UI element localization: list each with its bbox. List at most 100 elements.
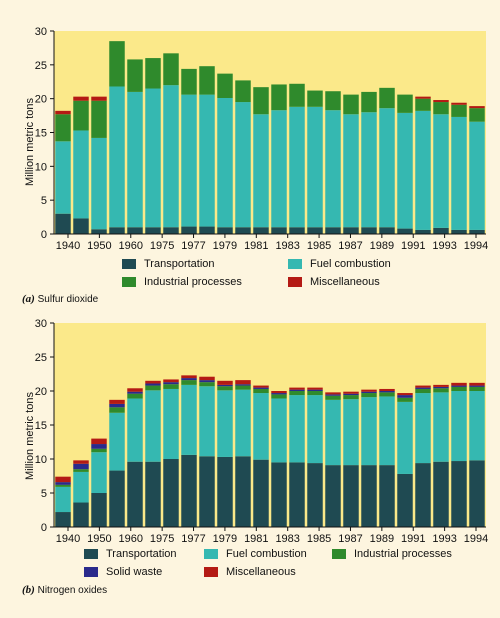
x-tick-label: 1991 (401, 240, 425, 252)
x-tick-label: 1981 (244, 240, 268, 252)
legend-item-fuel-combustion: Fuel combustion (288, 258, 391, 270)
bar-segment-industrial-processes-1991 (415, 388, 431, 394)
bar-segment-miscellaneous-1987 (343, 391, 359, 394)
bar-segment-transportation-1960 (91, 493, 107, 527)
bar-segment-miscellaneous-1993 (451, 102, 467, 105)
bar-segment-industrial-processes-1982 (253, 87, 269, 115)
bar-segment-industrial-processes-1993 (451, 386, 467, 391)
bar-segment-solid-waste-1992 (433, 386, 449, 389)
bar-segment-fuel-combustion-1982 (253, 393, 269, 460)
bar-segment-fuel-combustion-1993 (451, 116, 467, 230)
bar-segment-miscellaneous-1960 (91, 438, 107, 445)
bar-segment-miscellaneous-1977 (163, 379, 179, 383)
bar-segment-industrial-processes-1993 (451, 104, 467, 117)
bar-segment-transportation-1992 (433, 461, 449, 527)
bar-segment-transportation-1982 (253, 227, 269, 234)
legend-item-solid-waste: Solid waste (84, 566, 162, 578)
bar-segment-industrial-processes-1976 (145, 58, 161, 89)
bar-segment-industrial-processes-1984 (289, 391, 305, 396)
bar-segment-transportation-1978 (181, 454, 197, 527)
bar-segment-solid-waste-1993 (451, 385, 467, 387)
bar-segment-fuel-combustion-1984 (289, 106, 305, 228)
y-tick-label: 5 (41, 195, 47, 207)
y-axis-title: Million metric tons (24, 97, 36, 186)
caption-letter: (b) (22, 584, 35, 596)
bar-segment-industrial-processes-1950 (73, 100, 89, 131)
bar-segment-fuel-combustion-1940 (55, 141, 71, 214)
bar-segment-transportation-1975 (127, 227, 143, 234)
bar-segment-fuel-combustion-1982 (253, 114, 269, 228)
bar-segment-transportation-1983 (271, 462, 287, 527)
bar-segment-fuel-combustion-1981 (235, 102, 251, 228)
legend-item-fuel-combustion: Fuel combustion (204, 548, 307, 560)
bar-segment-transportation-1950 (73, 502, 89, 527)
bar-segment-transportation-1991 (415, 463, 431, 527)
bar-segment-solid-waste-1970 (109, 403, 125, 408)
bar-segment-transportation-1940 (55, 512, 71, 527)
y-tick-label: 10 (35, 161, 47, 173)
bar-segment-industrial-processes-1980 (217, 73, 233, 98)
bar-segment-fuel-combustion-1989 (379, 396, 395, 466)
bar-segment-fuel-combustion-1986 (325, 399, 341, 466)
x-tick-label: 1981 (244, 533, 268, 545)
bar-segment-transportation-1985 (307, 227, 323, 234)
bar-segment-fuel-combustion-1985 (307, 106, 323, 228)
bar-segment-transportation-1979 (199, 456, 215, 527)
y-tick-label: 15 (35, 128, 47, 140)
legend-swatch (332, 549, 346, 559)
figure-caption: (a) Sulfur dioxide (22, 293, 98, 305)
bar-segment-fuel-combustion-1983 (271, 398, 287, 463)
bar-segment-solid-waste-1985 (307, 389, 323, 391)
x-tick-label: 1989 (370, 240, 394, 252)
bar-segment-transportation-1984 (289, 227, 305, 234)
bar-segment-transportation-1990 (397, 473, 413, 527)
legend-item-transportation: Transportation (122, 258, 215, 270)
legend-item-transportation: Transportation (84, 548, 177, 560)
bar-segment-transportation-1993 (451, 461, 467, 527)
bar-segment-miscellaneous-1984 (289, 387, 305, 390)
x-tick-label: 1987 (338, 240, 362, 252)
legend-item-industrial-processes: Industrial processes (332, 548, 452, 560)
bar-segment-industrial-processes-1987 (343, 395, 359, 400)
bar-segment-industrial-processes-1992 (433, 102, 449, 115)
bar-segment-industrial-processes-1950 (73, 469, 89, 472)
bar-segment-industrial-processes-1940 (55, 114, 71, 142)
caption-text: Nitrogen oxides (37, 585, 108, 596)
bar-segment-fuel-combustion-1990 (397, 112, 413, 229)
x-tick-label: 1985 (307, 240, 331, 252)
bar-segment-industrial-processes-1970 (109, 41, 125, 87)
bar-segment-fuel-combustion-1978 (181, 94, 197, 227)
bar-segment-fuel-combustion-1970 (109, 412, 125, 471)
bar-segment-fuel-combustion-1994 (469, 391, 485, 461)
bar-segment-fuel-combustion-1977 (163, 85, 179, 228)
bar-segment-fuel-combustion-1978 (181, 384, 197, 455)
bar-segment-miscellaneous-1986 (325, 392, 341, 395)
x-tick-label: 1985 (307, 533, 331, 545)
bar-segment-transportation-1988 (361, 227, 377, 234)
bar-segment-miscellaneous-1980 (217, 380, 233, 385)
bar-segment-industrial-processes-1989 (379, 392, 395, 397)
bar-segment-industrial-processes-1940 (55, 484, 71, 487)
bar-segment-miscellaneous-1982 (253, 385, 269, 388)
bar-segment-miscellaneous-1994 (469, 382, 485, 386)
bar-segment-solid-waste-1983 (271, 393, 287, 395)
bar-segment-industrial-processes-1979 (199, 66, 215, 95)
y-tick-label: 0 (41, 229, 47, 241)
bar-segment-industrial-processes-1994 (469, 386, 485, 391)
sulfur-dioxide-panel: 0 5 10 15 20 25 30 1940 1950 1960 1975 1977 1979 1981… (0, 0, 500, 306)
bar-segment-industrial-processes-1977 (163, 384, 179, 389)
bar-segment-fuel-combustion-1990 (397, 401, 413, 474)
bar-segment-industrial-processes-1984 (289, 83, 305, 107)
bar-segment-fuel-combustion-1980 (217, 97, 233, 228)
legend-item-industrial-processes: Industrial processes (122, 276, 242, 288)
bar-segment-solid-waste-1978 (181, 378, 197, 381)
y-axis-title: Million metric tons (24, 391, 36, 480)
bar-segment-miscellaneous-1990 (397, 393, 413, 396)
x-tick-label: 1991 (401, 533, 425, 545)
x-tick-label: 1993 (432, 533, 456, 545)
bar-segment-transportation-1980 (217, 227, 233, 234)
legend-swatch (204, 567, 218, 577)
bar-segment-fuel-combustion-1960 (91, 452, 107, 493)
legend-label: Miscellaneous (226, 566, 296, 578)
bar-segment-fuel-combustion-1989 (379, 108, 395, 228)
